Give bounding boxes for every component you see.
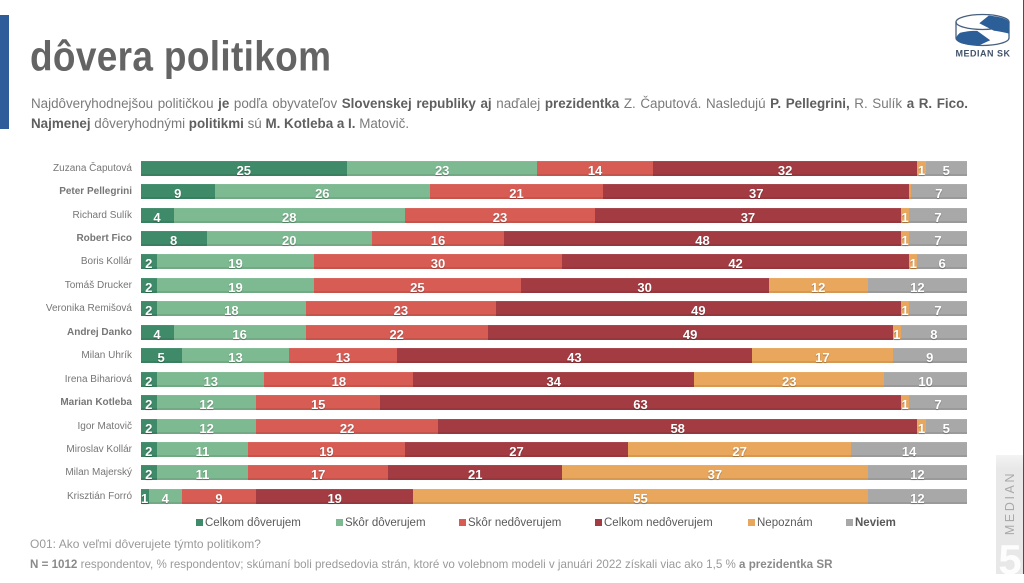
svg-text:MEDIAN SK: MEDIAN SK: [955, 49, 1010, 59]
